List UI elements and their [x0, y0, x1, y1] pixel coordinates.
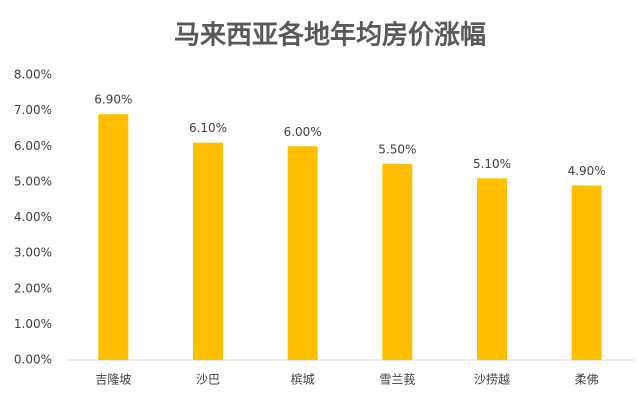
bar: [193, 142, 223, 360]
bar: [571, 185, 602, 360]
value-label: 5.10%: [473, 157, 511, 171]
y-tick-label: 8.00%: [14, 68, 52, 82]
x-tick-label: 雪兰莪: [379, 373, 415, 387]
y-tick-label: 7.00%: [14, 103, 52, 117]
y-tick-label: 1.00%: [14, 317, 52, 331]
x-tick-label: 沙捞越: [474, 373, 510, 387]
bar: [98, 114, 129, 360]
x-tick-label: 吉隆坡: [95, 372, 131, 387]
value-label: 5.50%: [378, 143, 416, 157]
x-tick-label: 沙巴: [196, 373, 220, 387]
y-tick-label: 0.00%: [14, 353, 52, 367]
bar: [477, 178, 507, 360]
bar: [382, 164, 413, 360]
y-tick-label: 3.00%: [14, 246, 52, 260]
y-tick-label: 2.00%: [14, 281, 52, 295]
x-tick-label: 槟城: [291, 372, 315, 387]
y-tick-label: 5.00%: [14, 174, 52, 188]
value-label: 6.10%: [189, 121, 227, 135]
y-tick-label: 6.00%: [14, 139, 52, 153]
value-label: 4.90%: [568, 164, 606, 178]
bar: [287, 146, 318, 360]
chart-title: 马来西亚各地年均房价涨幅: [174, 20, 486, 51]
x-tick-label: 柔佛: [575, 373, 599, 387]
value-label: 6.90%: [94, 93, 132, 107]
y-tick-label: 4.00%: [14, 210, 52, 224]
value-label: 6.00%: [284, 125, 322, 139]
